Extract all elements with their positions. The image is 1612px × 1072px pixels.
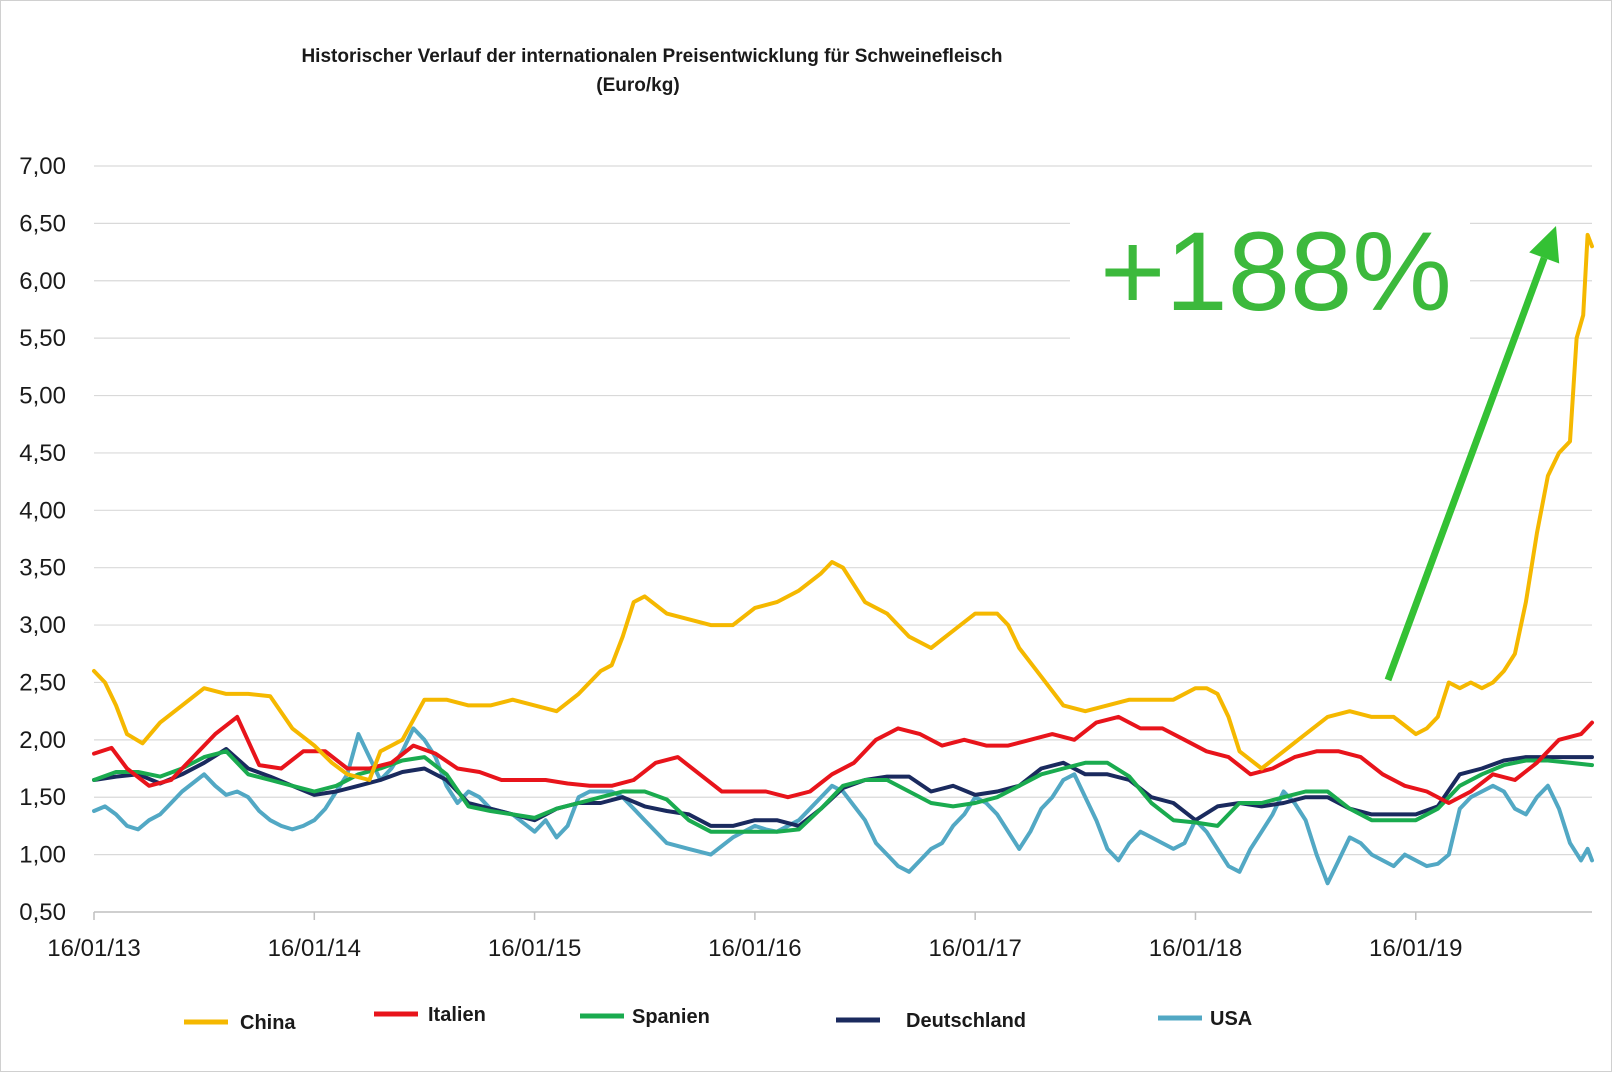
y-tick-label: 5,00 [19,383,66,410]
legend: China Italien Spanien Deutschland USA [184,1004,1252,1034]
x-tick-label: 16/01/16 [708,935,801,962]
y-tick-label: 6,50 [19,210,66,237]
series-line-spanien [92,749,1594,834]
x-tick-label: 16/01/14 [268,935,361,962]
y-tick-label: 1,00 [19,842,66,869]
x-axis: 16/01/13 16/01/14 16/01/15 16/01/16 16/01/17… [47,911,1592,962]
legend-label-china: China [240,1012,296,1034]
y-tick-label: 2,00 [19,727,66,754]
y-tick-label: 1,50 [19,784,66,811]
series-lines [92,232,1594,886]
y-tick-label: 4,50 [19,440,66,467]
increase-arrow [1384,226,1560,682]
y-tick-label: 6,00 [19,268,66,295]
legend-label-italien: Italien [428,1004,486,1026]
y-axis-ticks: 7,00 6,50 6,00 5,50 5,00 4,50 4,00 3,50 3,00 2,50… [19,153,66,926]
y-tick-label: 3,00 [19,612,66,639]
series-line-china [92,232,1594,782]
x-tick-label: 16/01/19 [1369,935,1462,962]
y-tick-label: 0,50 [19,899,66,926]
chart-title: Historischer Verlauf der internationalen… [301,46,1002,67]
legend-label-spanien: Spanien [632,1006,710,1028]
y-tick-label: 3,50 [19,555,66,582]
y-tick-label: 4,00 [19,497,66,524]
x-tick-label: 16/01/17 [928,935,1021,962]
y-tick-label: 2,50 [19,669,66,696]
y-tick-label: 5,50 [19,325,66,352]
x-tick-label: 16/01/15 [488,935,581,962]
percent-increase-annotation: +188% [1100,209,1452,334]
x-tick-label: 16/01/18 [1149,935,1242,962]
y-tick-label: 7,00 [19,153,66,180]
chart-subtitle: (Euro/kg) [596,75,679,96]
annotation-background [1070,200,1470,340]
series-line-italien [92,714,1594,805]
arrow-shaft [1384,256,1548,682]
arrow-head [1529,226,1560,264]
legend-label-deutschland: Deutschland [906,1010,1026,1032]
x-tick-label: 16/01/13 [47,935,140,962]
legend-label-usa: USA [1210,1008,1252,1030]
